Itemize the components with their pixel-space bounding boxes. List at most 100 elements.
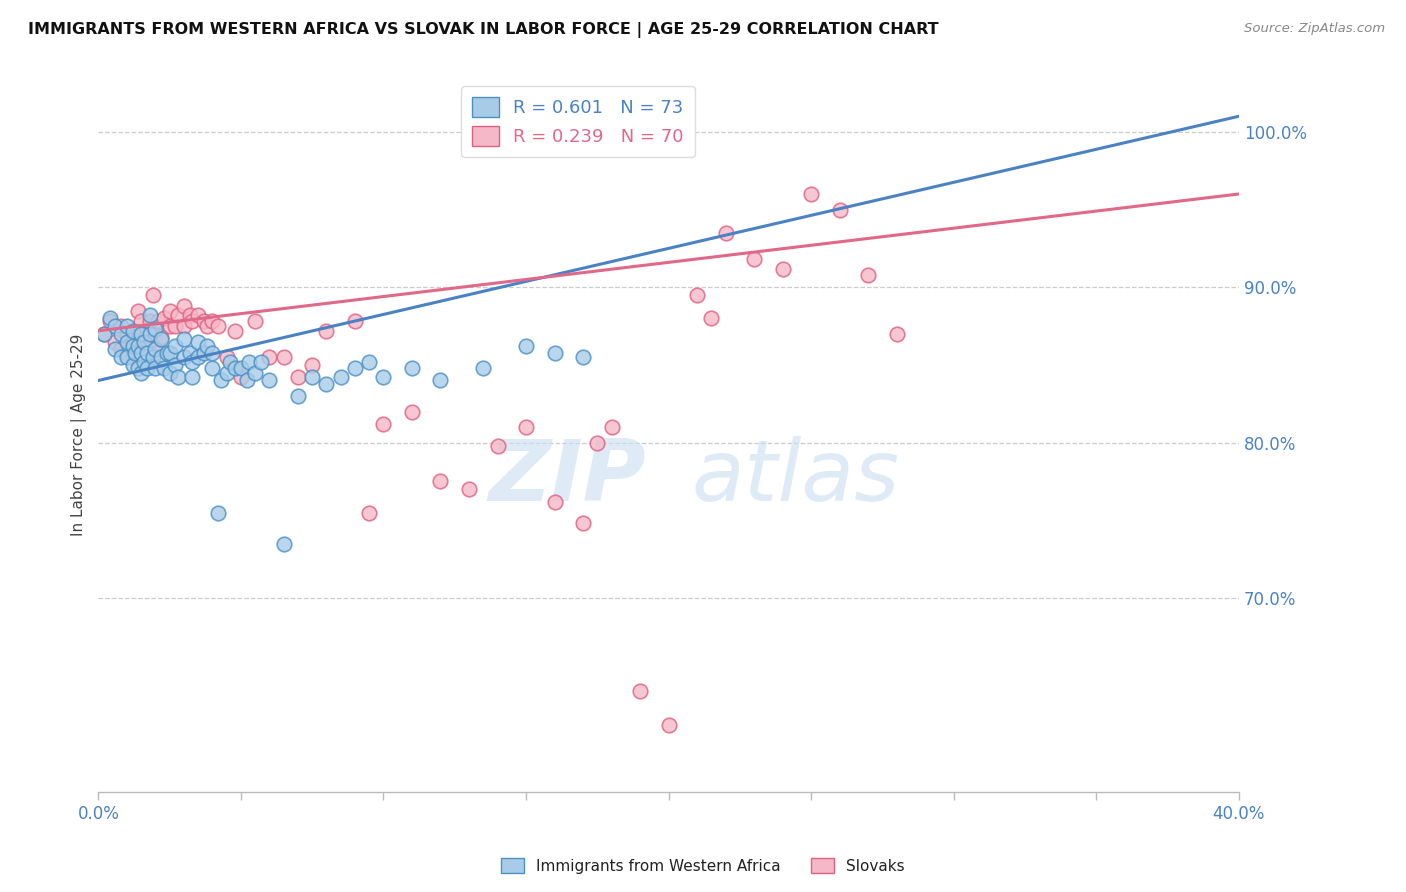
Point — [235, 374, 257, 388]
Point — [259, 374, 281, 388]
Point — [195, 339, 218, 353]
Point — [886, 326, 908, 341]
Point — [121, 350, 143, 364]
Point — [201, 345, 224, 359]
Point — [224, 324, 246, 338]
Point — [138, 314, 160, 328]
Point — [187, 350, 209, 364]
Point — [658, 718, 681, 732]
Point — [132, 334, 155, 349]
Point — [110, 350, 132, 364]
Point — [165, 319, 187, 334]
Point — [401, 361, 423, 376]
Point — [586, 435, 609, 450]
Point — [127, 303, 149, 318]
Point — [104, 334, 127, 349]
Point — [138, 334, 160, 349]
Point — [187, 334, 209, 349]
Point — [209, 374, 232, 388]
Point — [138, 326, 160, 341]
Point — [273, 350, 295, 364]
Point — [121, 358, 143, 372]
Point — [129, 326, 152, 341]
Point — [93, 326, 115, 341]
Point — [124, 345, 146, 359]
Point — [229, 370, 252, 384]
Point — [250, 355, 273, 369]
Point — [132, 326, 155, 341]
Point — [472, 361, 495, 376]
Point — [129, 366, 152, 380]
Point — [145, 326, 167, 341]
Point — [138, 308, 160, 322]
Point — [156, 345, 179, 359]
Point — [201, 314, 224, 328]
Point — [121, 339, 143, 353]
Point — [132, 355, 155, 369]
Point — [181, 314, 204, 328]
Point — [129, 314, 152, 328]
Point — [700, 311, 723, 326]
Point — [98, 311, 121, 326]
Point — [135, 361, 157, 376]
Point — [93, 326, 115, 341]
Point — [110, 326, 132, 341]
Point — [218, 355, 240, 369]
Point — [121, 324, 143, 338]
Point — [187, 308, 209, 322]
Point — [224, 361, 246, 376]
Point — [429, 475, 451, 489]
Point — [215, 350, 238, 364]
Point — [207, 506, 229, 520]
Point — [173, 299, 195, 313]
Point — [287, 389, 309, 403]
Point — [104, 343, 127, 357]
Point — [159, 319, 181, 334]
Point — [173, 332, 195, 346]
Point — [329, 370, 352, 384]
Point — [315, 376, 337, 391]
Text: atlas: atlas — [692, 436, 900, 519]
Point — [165, 358, 187, 372]
Point — [167, 370, 190, 384]
Point — [543, 345, 565, 359]
Legend: Immigrants from Western Africa, Slovaks: Immigrants from Western Africa, Slovaks — [495, 852, 911, 880]
Point — [856, 268, 879, 282]
Point — [373, 370, 395, 384]
Point — [343, 314, 366, 328]
Point — [110, 343, 132, 357]
Point — [121, 330, 143, 344]
Text: IMMIGRANTS FROM WESTERN AFRICA VS SLOVAK IN LABOR FORCE | AGE 25-29 CORRELATION : IMMIGRANTS FROM WESTERN AFRICA VS SLOVAK… — [28, 22, 939, 38]
Text: ZIP: ZIP — [488, 436, 645, 519]
Point — [132, 345, 155, 359]
Point — [193, 345, 215, 359]
Point — [359, 355, 381, 369]
Point — [150, 350, 173, 364]
Point — [515, 339, 537, 353]
Point — [301, 370, 323, 384]
Point — [572, 350, 595, 364]
Point — [115, 319, 138, 334]
Point — [229, 361, 252, 376]
Point — [159, 303, 181, 318]
Point — [714, 226, 737, 240]
Point — [772, 261, 794, 276]
Point — [401, 404, 423, 418]
Legend: R = 0.601   N = 73, R = 0.239   N = 70: R = 0.601 N = 73, R = 0.239 N = 70 — [461, 87, 695, 157]
Point — [135, 350, 157, 364]
Point — [173, 319, 195, 334]
Point — [742, 252, 765, 267]
Point — [373, 417, 395, 431]
Point — [150, 330, 173, 344]
Point — [141, 288, 163, 302]
Point — [167, 308, 190, 322]
Point — [181, 370, 204, 384]
Point — [150, 332, 173, 346]
Point — [115, 326, 138, 341]
Point — [572, 516, 595, 531]
Point — [543, 494, 565, 508]
Point — [110, 319, 132, 334]
Point — [273, 536, 295, 550]
Point — [686, 288, 709, 302]
Point — [429, 374, 451, 388]
